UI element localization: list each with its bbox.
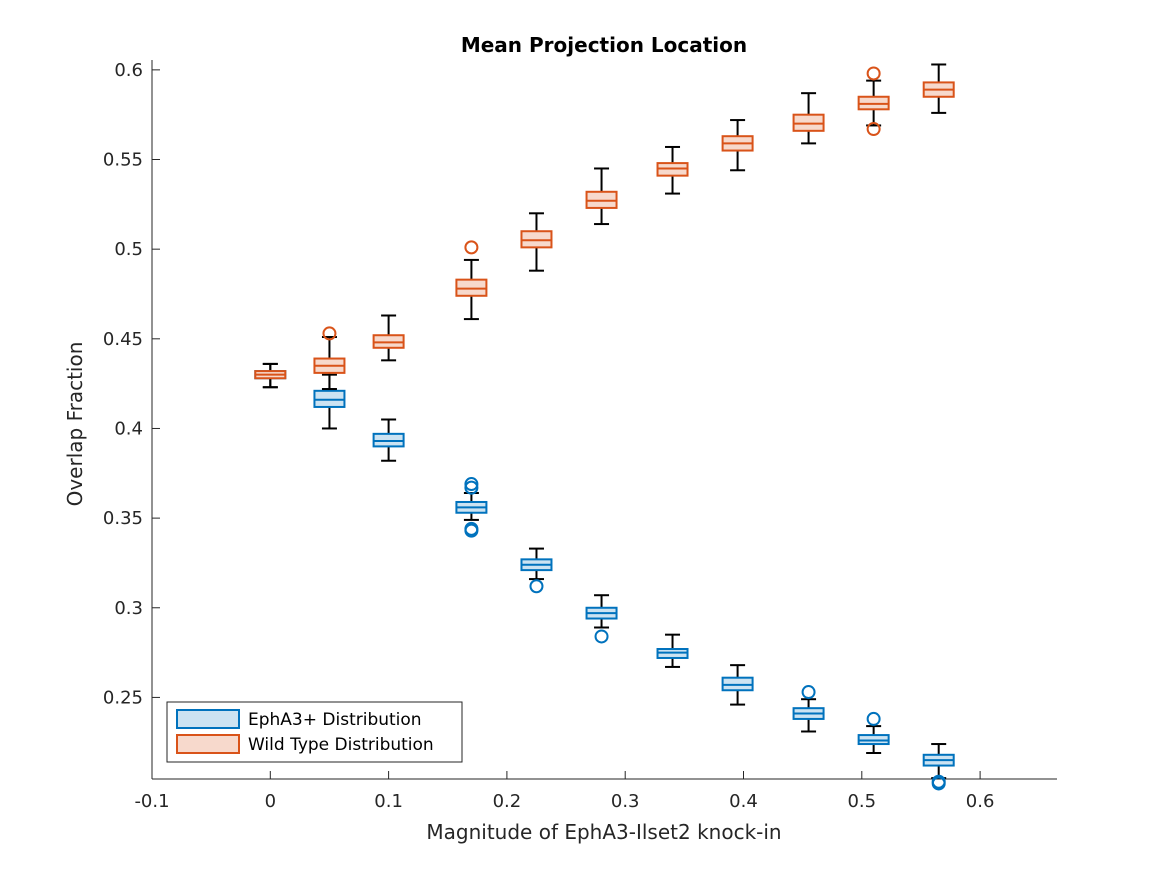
legend-swatch	[176, 734, 240, 754]
box	[792, 685, 825, 733]
box	[721, 664, 754, 706]
x-tick-label: 0.2	[493, 791, 522, 812]
chart-title: Mean Projection Location	[461, 33, 747, 57]
outlier-point	[464, 521, 479, 536]
y-tick-label: 0.25	[103, 687, 143, 708]
box	[372, 314, 405, 362]
box	[721, 119, 754, 172]
legend: EphA3+ Distribution Wild Type Distributio…	[166, 701, 463, 763]
box	[656, 145, 689, 195]
outlier-point	[866, 711, 881, 726]
x-tick-label: 0.5	[847, 791, 876, 812]
box	[922, 63, 955, 114]
x-tick-label: 0.4	[729, 791, 758, 812]
legend-swatch	[176, 709, 240, 729]
outlier-point	[866, 122, 881, 137]
x-axis-title: Magnitude of EphA3-Ilset2 knock-in	[426, 820, 781, 844]
box	[857, 711, 890, 755]
y-tick-label: 0.3	[114, 598, 143, 619]
y-tick-label: 0.55	[103, 150, 143, 171]
y-tick-label: 0.4	[114, 418, 143, 439]
outlier-point	[464, 477, 479, 492]
box	[585, 594, 618, 644]
outlier-point	[931, 774, 946, 789]
box	[313, 326, 346, 391]
outlier-point	[529, 579, 544, 594]
y-tick-label: 0.35	[103, 508, 143, 529]
y-tick-label: 0.5	[114, 239, 143, 260]
y-axis-title: Overlap Fraction	[63, 342, 87, 507]
x-tick-label: 0.6	[966, 791, 995, 812]
x-tick-label: 0.1	[374, 791, 403, 812]
outlier-point	[594, 629, 609, 644]
box	[313, 373, 346, 430]
box	[455, 477, 488, 538]
box	[520, 212, 553, 272]
outlier-point	[464, 240, 479, 255]
box	[455, 240, 488, 321]
x-tick-label: -0.1	[134, 791, 169, 812]
legend-label: EphA3+ Distribution	[248, 710, 422, 730]
x-tick-label: 0	[265, 791, 276, 812]
box	[585, 167, 618, 226]
box	[792, 92, 825, 145]
box	[520, 547, 553, 594]
box	[656, 633, 689, 668]
y-tick-label: 0.6	[114, 60, 143, 81]
outlier-point	[866, 66, 881, 81]
box	[372, 418, 405, 462]
legend-label: Wild Type Distribution	[248, 735, 434, 755]
box	[922, 743, 955, 791]
x-tick-label: 0.3	[611, 791, 640, 812]
y-tick-label: 0.45	[103, 329, 143, 350]
box	[857, 66, 890, 137]
outlier-point	[322, 326, 337, 341]
plot-area: -0.1 0 0.1 0.2 0.3 0.4 0.5 0.6 0.25 0.3 0.35 0.4 0.4…	[103, 60, 1057, 812]
box	[254, 362, 287, 389]
outlier-point	[801, 685, 816, 700]
